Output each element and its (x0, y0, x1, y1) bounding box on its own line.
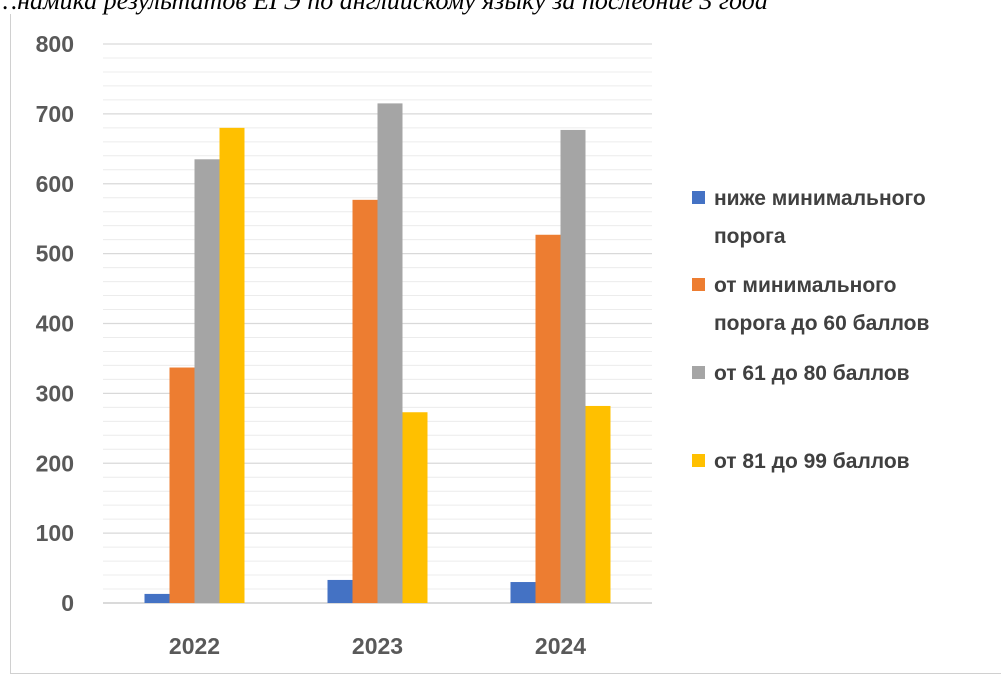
figure-caption: …намика результатов ЕГЭ по английскому я… (0, 0, 768, 15)
x-tick-label: 2023 (352, 633, 403, 659)
legend-swatch (692, 278, 705, 291)
y-tick-label: 100 (36, 520, 74, 546)
y-tick-label: 200 (36, 450, 74, 476)
y-axis-ticks: 0 100 200 300 400 500 600 700 800 (36, 31, 74, 616)
y-tick-label: 300 (36, 380, 74, 406)
legend-label: порога (714, 225, 786, 248)
bar-2023-series-1 (327, 579, 353, 603)
bar-2024-series-1 (510, 582, 536, 603)
legend-swatch (692, 454, 705, 467)
bars (144, 103, 611, 604)
bar-2023-series-2 (352, 199, 378, 604)
bar-2023-series-4 (402, 412, 428, 603)
x-axis-ticks: 2022 2023 2024 (169, 633, 586, 659)
legend-label: от 81 до 99 баллов (714, 450, 910, 473)
bar-2022-series-3 (194, 159, 220, 603)
bar-2024-series-4 (585, 405, 611, 603)
bar-2023-series-3 (377, 103, 403, 604)
y-tick-label: 600 (36, 171, 74, 197)
y-tick-label: 0 (61, 590, 74, 616)
bar-2022-series-4 (219, 127, 245, 603)
x-tick-label: 2024 (535, 633, 586, 659)
bar-2022-series-2 (169, 367, 195, 603)
bar-2024-series-2 (535, 234, 561, 604)
y-tick-label: 500 (36, 241, 74, 267)
bar-2022-series-1 (144, 593, 170, 603)
legend-swatch (692, 191, 705, 204)
legend-label: порога до 60 баллов (714, 312, 929, 335)
legend: ниже минимального порога от минимального по… (692, 187, 929, 473)
bar-2024-series-3 (560, 129, 586, 604)
y-tick-label: 800 (36, 31, 74, 57)
legend-label: от минимального (714, 274, 896, 297)
legend-swatch (692, 366, 705, 379)
y-tick-label: 400 (36, 311, 74, 337)
x-tick-label: 2022 (169, 633, 220, 659)
legend-label: от 61 до 80 баллов (714, 362, 910, 385)
y-tick-label: 700 (36, 101, 74, 127)
legend-label: ниже минимального (714, 187, 926, 210)
